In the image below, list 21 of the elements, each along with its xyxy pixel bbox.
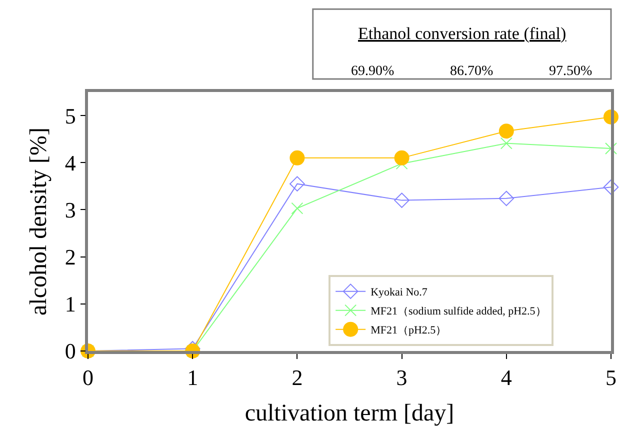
- x-tick-label: 0: [82, 365, 94, 390]
- y-tick-label: 0: [64, 338, 76, 364]
- text: 69.90%: [351, 64, 394, 79]
- x-tick-label: 3: [396, 365, 408, 390]
- text: 86.70%: [450, 64, 494, 79]
- text: 97.50%: [549, 64, 592, 79]
- y-tick-label: 5: [64, 103, 76, 128]
- legend-label: MF21（sodium sulfide added, pH2.5）: [370, 306, 546, 318]
- x-tick-label: 4: [500, 365, 512, 390]
- x-tick-label: 1: [187, 365, 198, 390]
- x-tick-label: 2: [292, 365, 303, 390]
- x-axis-title: cultivation term [day]: [244, 400, 454, 426]
- x-tick-label: 5: [606, 365, 616, 390]
- y-tick-label: 2: [64, 244, 76, 270]
- y-tick-label: 4: [64, 150, 76, 176]
- text: Ethanol conversion rate (final): [358, 24, 566, 43]
- y-axis-title: alcohol density [%]: [26, 128, 52, 316]
- legend-label: Kyokai No.7: [370, 286, 428, 299]
- legend-label: MF21（pH2.5）: [370, 324, 447, 337]
- y-tick-label: 3: [64, 197, 76, 222]
- y-tick-label: 1: [64, 292, 76, 317]
